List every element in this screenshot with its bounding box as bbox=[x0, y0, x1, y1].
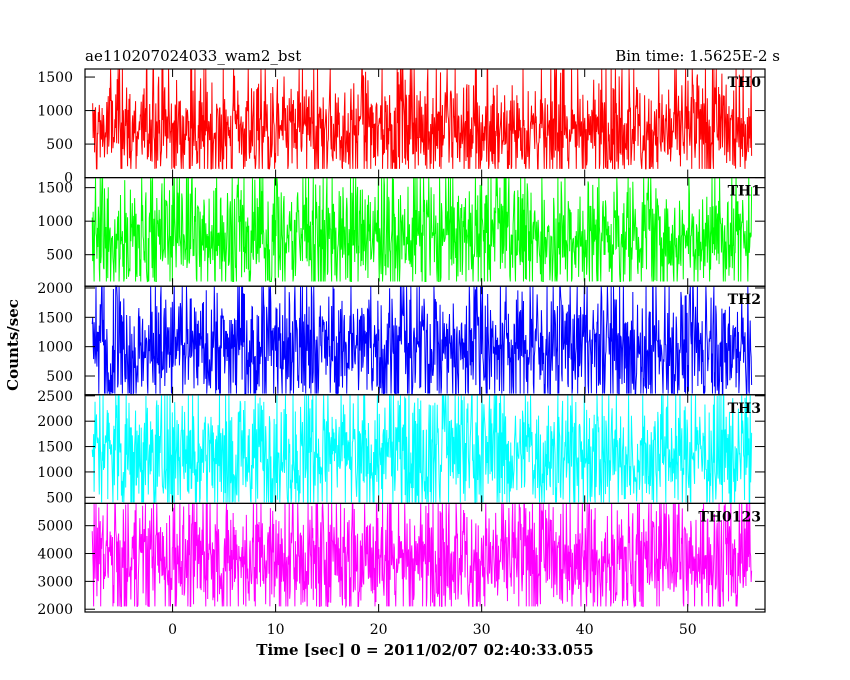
chart-title: ae110207024033_wam2_bst bbox=[85, 47, 301, 65]
y-tick-label: 4000 bbox=[37, 547, 73, 563]
chart-subtitle: Bin time: 1.5625E-2 s bbox=[615, 47, 780, 65]
series-label-th0123: TH0123 bbox=[698, 509, 761, 525]
y-tick-label: 1500 bbox=[37, 310, 73, 326]
panel-th0123: 2000 3000 4000 5000 TH0123 bbox=[37, 502, 766, 618]
series-label-th0: TH0 bbox=[728, 75, 762, 91]
y-tick-label: 2000 bbox=[37, 602, 73, 618]
y-tick-label: 500 bbox=[46, 490, 73, 506]
y-tick-label: 500 bbox=[46, 369, 73, 385]
panel-th2: 500 1000 1500 2000 TH2 bbox=[37, 281, 766, 396]
y-tick-label: 1500 bbox=[37, 440, 73, 456]
series-label-th1: TH1 bbox=[728, 184, 761, 200]
y-tick-label: 0 bbox=[64, 171, 73, 187]
y-tick-label: 2000 bbox=[37, 281, 73, 297]
series-line-th0 bbox=[92, 68, 753, 170]
y-tick-label: 5000 bbox=[37, 519, 73, 535]
panel-th0: 0 500 1000 1500 TH0 bbox=[37, 68, 766, 187]
y-tick-label: 500 bbox=[46, 137, 73, 153]
x-tick-label: 30 bbox=[473, 622, 491, 638]
y-tick-label: 1000 bbox=[37, 214, 73, 230]
panel-th1: 500 1000 1500 TH1 bbox=[37, 177, 766, 287]
y-tick-label: 2500 bbox=[37, 389, 73, 405]
y-tick-label: 1000 bbox=[37, 465, 73, 481]
series-line-th0123 bbox=[91, 502, 753, 609]
x-tick-label: 40 bbox=[576, 622, 594, 638]
series-label-th3: TH3 bbox=[728, 401, 761, 417]
panel-th3: 500 1000 1500 2000 2500 TH3 bbox=[37, 389, 766, 506]
series-line-th1 bbox=[91, 177, 753, 283]
panel-frame bbox=[84, 502, 766, 613]
y-tick-label: 1500 bbox=[37, 181, 73, 197]
y-tick-label: 1000 bbox=[37, 340, 73, 356]
x-tick-label: 0 bbox=[168, 622, 177, 638]
y-tick-label: 500 bbox=[46, 248, 73, 264]
x-tick-label: 20 bbox=[370, 622, 388, 638]
series-line-th3 bbox=[91, 394, 753, 503]
y-tick-label: 1000 bbox=[37, 104, 73, 120]
series-line-th2 bbox=[91, 284, 753, 396]
y-tick-label: 1500 bbox=[37, 70, 73, 86]
series-label-th2: TH2 bbox=[728, 292, 761, 308]
x-tick-label: 50 bbox=[679, 622, 697, 638]
x-tick-label: 10 bbox=[267, 622, 285, 638]
y-tick-label: 3000 bbox=[37, 574, 73, 590]
x-axis-label: Time [sec] 0 = 2011/02/07 02:40:33.055 bbox=[256, 641, 593, 659]
y-axis-label: Counts/sec bbox=[4, 299, 22, 391]
y-tick-label: 2000 bbox=[37, 414, 73, 430]
